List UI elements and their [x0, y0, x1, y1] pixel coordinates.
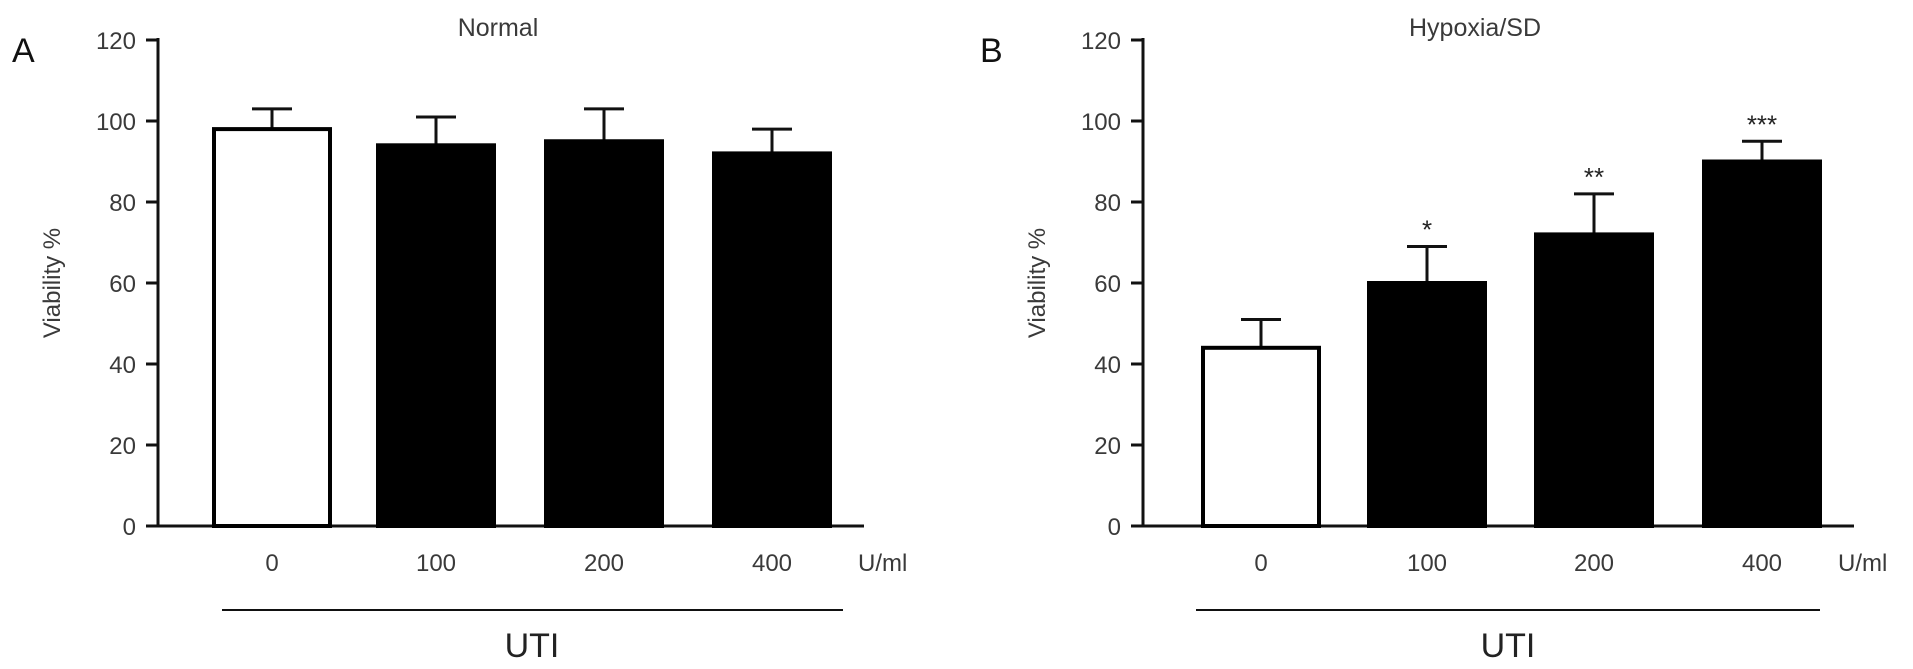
- x-tick-label: 0: [1254, 550, 1267, 577]
- panel-letter: B: [980, 32, 1003, 70]
- y-tick-label: 40: [1094, 352, 1121, 379]
- bar-200: [1534, 232, 1654, 528]
- x-tick-label: 200: [1574, 550, 1614, 577]
- y-tick-label: 0: [1108, 514, 1121, 541]
- y-tick-label: 60: [1094, 271, 1121, 298]
- y-tick-label: 80: [109, 190, 136, 217]
- x-tick-label: 400: [1742, 550, 1782, 577]
- y-tick-label: 80: [1094, 190, 1121, 217]
- panel-b-viability-hypoxia-sd: B Hypoxia/SD 0 20 40 60 80 100 120 Viability % 0 10…: [980, 14, 1887, 665]
- x-tick-label: 100: [416, 550, 456, 577]
- panel-a-viability-normal: A Normal 0 20 40 60 80 100 120 Viability % 0 100 200…: [12, 14, 907, 665]
- y-tick-label: 100: [96, 109, 136, 136]
- bar-100: [1367, 281, 1487, 528]
- y-tick-label: 20: [109, 433, 136, 460]
- x-tick-label: 0: [265, 550, 278, 577]
- bar-0: [212, 127, 332, 528]
- significance-marker: **: [1584, 162, 1604, 192]
- unit-label: U/ml: [1838, 550, 1887, 577]
- bar-400: [712, 151, 832, 528]
- y-tick-label: 40: [109, 352, 136, 379]
- group-label: UTI: [1481, 627, 1536, 665]
- panel-letter: A: [12, 32, 35, 70]
- y-tick-label: 60: [109, 271, 136, 298]
- y-tick-label: 20: [1094, 433, 1121, 460]
- x-tick-label: 200: [584, 550, 624, 577]
- y-tick-label: 120: [1081, 28, 1121, 55]
- unit-label: U/ml: [858, 550, 907, 577]
- group-label: UTI: [505, 627, 560, 665]
- bar-100: [376, 143, 496, 529]
- y-tick-label: 0: [123, 514, 136, 541]
- significance-marker: *: [1422, 215, 1432, 245]
- y-tick-label: 120: [96, 28, 136, 55]
- chart-title: Hypoxia/SD: [1409, 14, 1541, 42]
- bar-200: [544, 139, 664, 528]
- bar-400: [1702, 159, 1822, 528]
- y-axis-title: Viability %: [1024, 228, 1051, 338]
- x-tick-label: 400: [752, 550, 792, 577]
- x-tick-label: 100: [1407, 550, 1447, 577]
- bar-0: [1201, 345, 1321, 528]
- chart-title: Normal: [458, 14, 539, 42]
- y-tick-label: 100: [1081, 109, 1121, 136]
- significance-marker: ***: [1747, 109, 1777, 139]
- y-axis-title: Viability %: [39, 228, 66, 338]
